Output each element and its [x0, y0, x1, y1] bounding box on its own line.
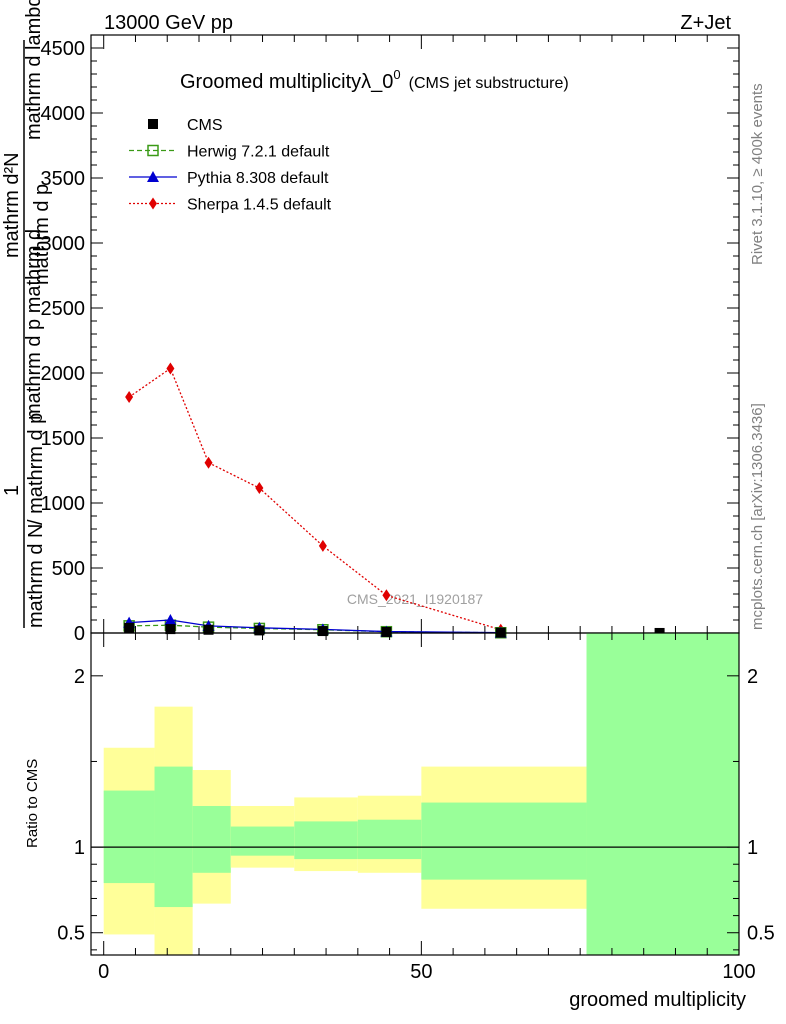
ratio-y-tick-labels: 0.5 0.5 1 1 2 2: [57, 666, 775, 945]
ratio-y-tick-label-left: 2: [74, 666, 85, 688]
series-layer: [123, 362, 665, 639]
legend-marker-herwig: [147, 144, 159, 157]
y-label-top-den-2: mathrm d lambda: [23, 0, 45, 140]
rivet-label: Rivet 3.1.10, ≥ 400k events: [749, 83, 766, 265]
main-y-tick-label: 4000: [41, 103, 86, 125]
main-y-tick-label: 0: [74, 623, 85, 645]
legend-label-cms: CMS: [187, 117, 223, 134]
ratio-y-label: Ratio to CMS: [24, 759, 41, 848]
legend-item-cms: CMS: [148, 117, 223, 134]
sherpa-point: [255, 482, 264, 495]
legend-marker-pythia: [147, 171, 159, 182]
ratio-y-tick-label-right: 2: [747, 666, 758, 688]
main-y-tick-label: 3000: [41, 233, 86, 255]
cms-point: [381, 626, 392, 637]
ratio-frame: [90, 632, 740, 956]
sherpa-point: [166, 362, 175, 375]
ratio-band-green: [230, 826, 295, 856]
legend-label-pythia: Pythia 8.308 default: [187, 170, 329, 187]
x-tick-label: 0: [98, 961, 109, 983]
main-y-tick-labels: 0 500 1000 1500 2000 2500 3000 3500 4000 4500: [41, 38, 86, 645]
y-label-top-num: mathrm d²N: [1, 152, 23, 258]
main-panel: CMS_2021_I1920187 0 500 1000 1500 2000 2500 30…: [1, 0, 740, 645]
ratio-band-green: [421, 802, 587, 880]
legend-item-sherpa: Sherpa 1.4.5 default: [129, 197, 332, 214]
chart-subtitle: (CMS jet substructure): [409, 75, 569, 92]
y-label-mid: mathrm d p mathrm d: [23, 229, 45, 420]
cms-point: [254, 625, 265, 636]
y-label-top-den: mathrm d p: [31, 184, 53, 285]
legend-label-herwig: Herwig 7.2.1 default: [187, 144, 330, 161]
main-y-tick-label: 1500: [41, 428, 86, 450]
legend: CMS Herwig 7.2.1 default Pythia 8.308 defa…: [129, 117, 332, 214]
legend-marker-cms: [148, 119, 158, 129]
ratio-band-green: [294, 821, 358, 860]
cms-point: [165, 624, 176, 635]
ratio-y-tick-label-left: 1: [74, 837, 85, 859]
ratio-y-tick-label-right: 0.5: [747, 923, 775, 945]
main-y-tick-label: 3500: [41, 168, 86, 190]
x-tick-label: 50: [410, 961, 432, 983]
legend-marker-sherpa: [149, 197, 157, 210]
process-label: Z+Jet: [680, 12, 731, 34]
y-label-bottom-2: / mathrm d p: [25, 413, 47, 525]
y-label-bottom: mathrm d N: [25, 524, 47, 628]
chart-title: Groomed multiplicityλ_00 (CMS jet substru…: [180, 67, 569, 93]
watermark: CMS_2021_I1920187: [347, 591, 483, 607]
main-y-tick-label: 500: [52, 558, 85, 580]
main-y-tick-label: 1000: [41, 493, 86, 515]
sherpa-point: [318, 539, 327, 552]
x-tick-label: 100: [722, 961, 755, 983]
ratio-band-green: [192, 805, 231, 873]
y-label-one: 1: [1, 485, 23, 496]
sherpa-point: [125, 391, 134, 404]
legend-label-sherpa: Sherpa 1.4.5 default: [187, 197, 332, 214]
ratio-y-tick-label-left: 0.5: [57, 923, 85, 945]
main-y-label: mathrm d²N mathrm d p mathrm d lambda ma…: [1, 0, 53, 628]
ratio-panel: 0.5 0.5 1 1 2 2 0 50 100 Ratio to CMS groomed m…: [24, 632, 775, 1011]
ratio-band-green: [357, 819, 422, 860]
sherpa-point: [204, 456, 213, 469]
chart-title-main: Groomed multiplicityλ_0: [180, 71, 393, 93]
cms-point: [317, 626, 328, 637]
cms-point: [203, 624, 214, 635]
energy-label: 13000 GeV pp: [104, 12, 233, 34]
main-y-tick-label: 2500: [41, 298, 86, 320]
mcplots-label: mcplots.cern.ch [arXiv:1306.3436]: [749, 403, 766, 630]
legend-item-pythia: Pythia 8.308 default: [129, 170, 329, 187]
main-y-tick-label: 4500: [41, 38, 86, 60]
pythia-point: [164, 614, 177, 625]
ratio-axis-ticks: [91, 633, 740, 955]
chart-title-sup: 0: [393, 67, 400, 82]
main-y-tick-label: 2000: [41, 363, 86, 385]
ratio-y-tick-label-right: 1: [747, 837, 758, 859]
x-axis-label: groomed multiplicity: [569, 989, 746, 1011]
ratio-band-green: [586, 633, 739, 955]
legend-item-herwig: Herwig 7.2.1 default: [129, 144, 330, 161]
ratio-band-green: [154, 766, 193, 908]
sherpa-point: [382, 589, 391, 602]
ratio-band-green: [103, 790, 155, 884]
x-tick-labels: 0 50 100: [98, 961, 756, 983]
ratio-bands: [103, 633, 739, 955]
pythia-line: [129, 619, 501, 634]
cms-point: [124, 622, 135, 633]
